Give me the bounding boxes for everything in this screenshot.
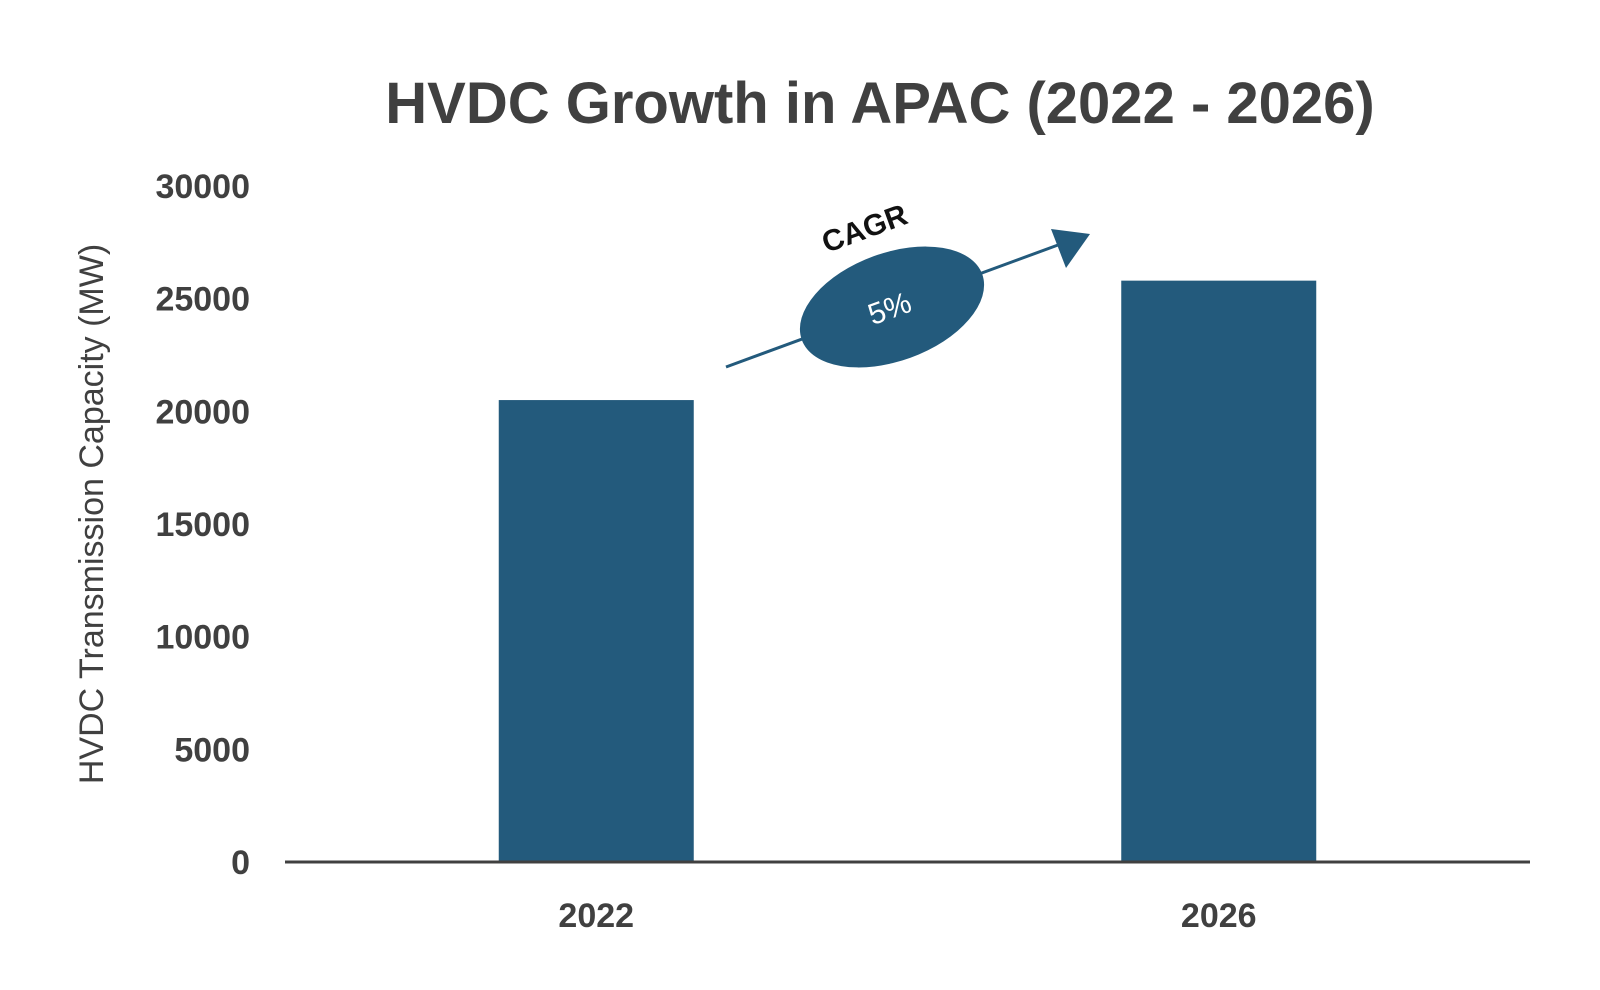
y-axis-ticks: 0 5000 10000 15000 20000 25000 30000	[155, 168, 250, 882]
y-axis-title: HVDC Transmission Capacity (MW)	[73, 244, 111, 784]
y-tick-label: 0	[231, 844, 250, 882]
y-tick-label: 15000	[155, 506, 250, 544]
bars	[498, 280, 1317, 862]
y-tick-label: 20000	[155, 393, 250, 431]
x-axis-ticks: 2022 2026	[558, 897, 1256, 935]
y-tick-label: 30000	[155, 168, 250, 206]
cagr-arrow-icon	[1051, 229, 1090, 268]
bar	[498, 400, 694, 862]
chart-title: HVDC Growth in APAC (2022 - 2026)	[385, 71, 1374, 136]
cagr-bubble	[799, 246, 985, 368]
y-tick-label: 10000	[155, 619, 250, 657]
bar	[1121, 280, 1317, 862]
y-tick-label: 5000	[174, 731, 250, 769]
y-tick-label: 25000	[155, 281, 250, 319]
x-tick-label: 2026	[1181, 897, 1257, 935]
x-tick-label: 2022	[558, 897, 634, 935]
cagr-annotation: CAGR 5%	[725, 198, 1090, 369]
